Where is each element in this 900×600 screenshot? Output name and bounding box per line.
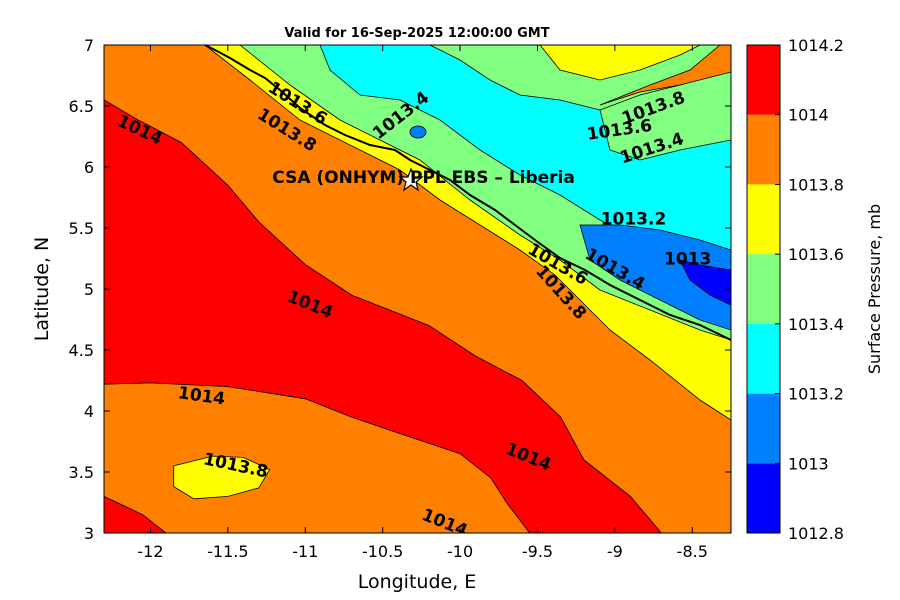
- chart-title: Valid for 16-Sep-2025 12:00:00 GMT: [284, 26, 549, 41]
- x-tick-label: -9.5: [522, 542, 553, 561]
- y-axis-label: Latitude, N: [31, 237, 53, 342]
- fill-level-1013-4-ne: [599, 69, 731, 161]
- colorbar-frame: [746, 44, 781, 534]
- contour-label-8: 1013: [664, 250, 711, 270]
- site-annotation: CSA (ONHYM) PPL EBS – Liberia: [272, 168, 575, 188]
- fill-level-1012-8: [679, 259, 731, 306]
- x-tick-label: -10.5: [362, 542, 403, 561]
- x-axis: -12 -11.5 -11 -10.5 -10 -9.5 -9 -8.5: [137, 45, 708, 561]
- y-tick-label: 7: [84, 36, 94, 55]
- colorbar-segment: [747, 45, 780, 115]
- colorbar-segment: [747, 463, 780, 533]
- x-tick-label: -12: [137, 542, 163, 561]
- y-tick-label: 3: [84, 524, 94, 543]
- x-tick-label: -8.5: [677, 542, 708, 561]
- site-marker-star-icon: [398, 167, 424, 192]
- colorbar: 1012.8 1013 1013.2 1013.4 1013.6 1013.8 1014 10…: [746, 36, 844, 543]
- colorbar-segment: [747, 184, 780, 255]
- colorbar-tick-label: 1013.4: [788, 315, 844, 334]
- colorbar-tick-label: 1013.8: [788, 175, 844, 194]
- x-axis-label: Longitude, E: [358, 571, 477, 593]
- y-tick-label: 4: [84, 402, 94, 421]
- y-tick-label: 5: [84, 280, 94, 299]
- x-tick-label: -11.5: [207, 542, 248, 561]
- y-tick-label: 3.5: [69, 463, 94, 482]
- x-tick-label: -9: [607, 542, 623, 561]
- colorbar-segment: [747, 114, 780, 185]
- x-tick-label: -10: [447, 542, 473, 561]
- fill-level-1013-6-ne: [539, 45, 701, 81]
- colorbar-tick-label: 1014.2: [788, 36, 844, 55]
- fill-level-1013: [579, 224, 731, 331]
- colorbar-tick-label: 1014: [788, 106, 829, 125]
- y-axis: 3 3.5 4 4.5 5 5.5 6 6.5 7: [69, 36, 731, 543]
- y-tick-label: 6: [84, 158, 94, 177]
- contour-label-7: 1013.2: [601, 210, 667, 230]
- fill-level-1013-8-ne: [599, 45, 731, 106]
- y-tick-label: 5.5: [69, 219, 94, 238]
- colorbar-tick-label: 1012.8: [788, 524, 844, 543]
- colorbar-label: Surface Pressure, mb: [865, 204, 884, 374]
- x-tick-label: -11: [292, 542, 318, 561]
- region-yellow-sw-island: [173, 455, 271, 500]
- region-orange-sw-corner: [104, 495, 167, 533]
- coastline: [204, 45, 731, 341]
- colorbar-segment: [747, 393, 780, 464]
- y-tick-label: 4.5: [69, 341, 94, 360]
- colorbar-tick-label: 1013.6: [788, 245, 844, 264]
- colorbar-tick-label: 1013: [788, 454, 829, 473]
- fill-level-1013-blob: [409, 125, 427, 139]
- colorbar-segment: [747, 254, 780, 324]
- y-tick-label: 6.5: [69, 97, 94, 116]
- colorbar-tick-label: 1013.2: [788, 385, 844, 404]
- colorbar-segment: [747, 323, 780, 394]
